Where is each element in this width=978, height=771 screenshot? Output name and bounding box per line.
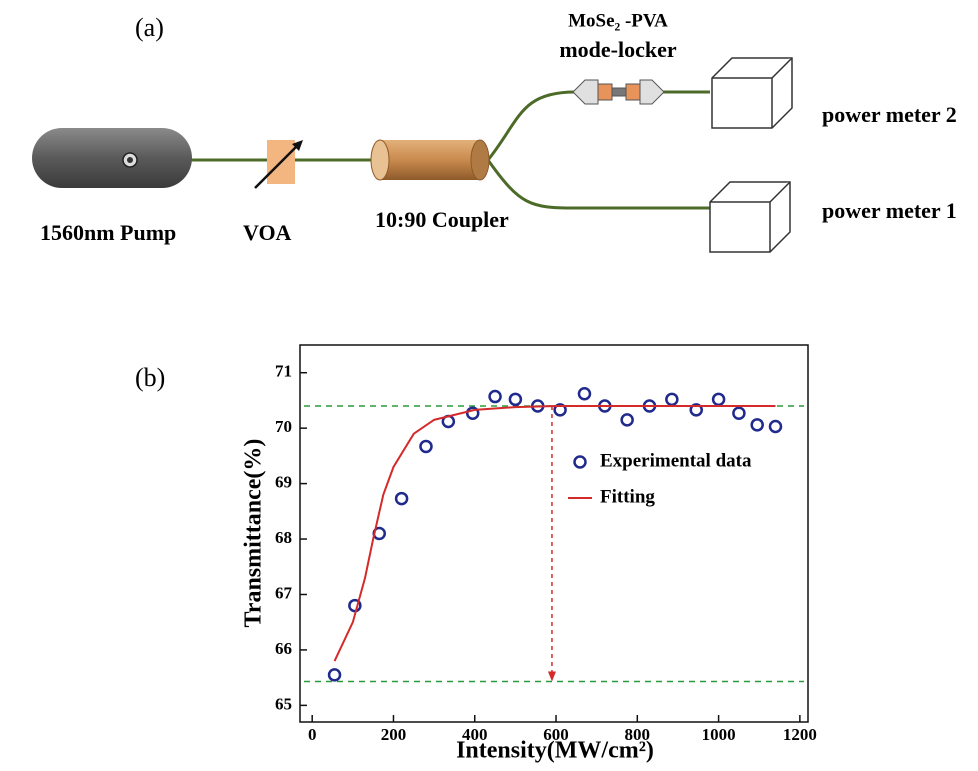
data-point <box>465 406 480 420</box>
data-point <box>620 413 634 427</box>
x-tick-label: 0 <box>308 725 317 744</box>
label: 10:90 Coupler <box>375 207 509 232</box>
label: power meter 1 <box>822 198 957 223</box>
x-tick-label: 1000 <box>702 725 736 744</box>
x-tick-label: 200 <box>381 725 407 744</box>
x-tick-label: 600 <box>543 725 569 744</box>
y-tick-label: 65 <box>275 694 292 713</box>
data-point <box>419 439 433 454</box>
y-tick-label: 70 <box>275 417 292 436</box>
x-tick-label: 1200 <box>783 725 817 744</box>
data-point <box>750 418 764 432</box>
x-tick-label: 800 <box>625 725 651 744</box>
label: mode-locker <box>559 37 677 62</box>
data-point <box>488 389 502 404</box>
label: power meter 2 <box>822 102 957 127</box>
y-tick-label: 66 <box>275 639 292 658</box>
data-point <box>689 403 703 417</box>
label: VOA <box>243 220 292 245</box>
label: MoSe₂ -PVA <box>568 10 668 31</box>
y-tick-label: 68 <box>275 528 292 547</box>
x-tick-label: 400 <box>462 725 488 744</box>
coupler <box>370 139 490 181</box>
plot-frame <box>299 344 809 723</box>
data-point <box>732 406 746 420</box>
legend-swatch <box>573 455 587 469</box>
power-meter <box>709 57 793 253</box>
label: 1560nm Pump <box>40 220 176 245</box>
panel-label: (a) <box>135 13 164 42</box>
data-point <box>508 392 523 407</box>
y-tick-label: 69 <box>275 473 292 492</box>
arrow-head <box>547 671 556 682</box>
data-point <box>768 419 783 434</box>
panel-label: (b) <box>135 363 165 392</box>
data-point <box>577 387 592 401</box>
voa <box>254 140 303 189</box>
data-point <box>394 491 409 506</box>
data-point <box>327 668 342 682</box>
legend-label: Experimental data <box>600 450 752 471</box>
y-tick-label: 71 <box>275 362 292 381</box>
data-point <box>553 403 567 417</box>
data-point <box>665 392 679 407</box>
x-axis-title: Intensity(MW/cm²) <box>456 738 654 764</box>
data-point <box>711 392 726 407</box>
pump <box>32 128 192 188</box>
y-tick-label: 67 <box>275 583 293 602</box>
mode-locker <box>572 79 665 105</box>
legend-label: Fitting <box>600 486 655 507</box>
y-axis-title: Transmittance(%) <box>241 439 267 628</box>
fit-line <box>333 404 776 662</box>
